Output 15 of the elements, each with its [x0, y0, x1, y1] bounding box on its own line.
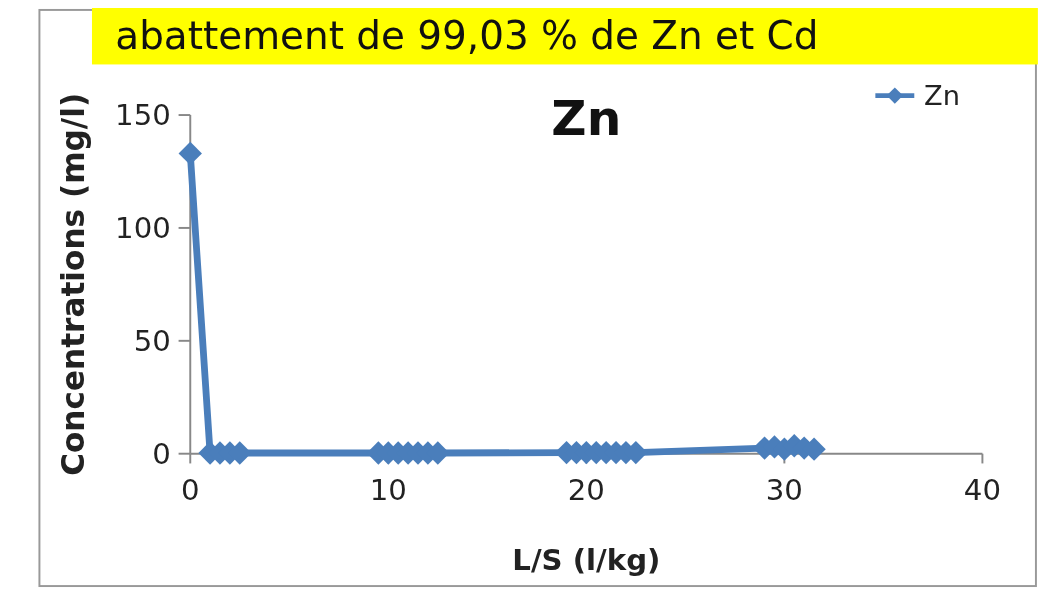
point — [178, 141, 202, 166]
y-tick-label: 100 — [115, 211, 171, 246]
y-tick-label: 150 — [115, 98, 171, 133]
chart-title: Zn — [551, 89, 622, 146]
y-tick-label: 50 — [133, 324, 171, 359]
x-tick-label: 20 — [567, 473, 605, 508]
text: abattement de 99,03 % de Zn et Cd — [115, 12, 819, 58]
x-tick-label: 10 — [369, 473, 407, 508]
x-axis-title: L/S (l/kg) — [512, 543, 661, 578]
y-axis-title: Concentrations (mg/l) — [55, 92, 92, 476]
y-tick-label: 0 — [152, 436, 171, 471]
x-tick-label: 40 — [963, 473, 1001, 508]
legend-label: Zn — [924, 80, 960, 112]
x-tick-label: 30 — [765, 473, 803, 508]
x-tick-label: 0 — [180, 473, 200, 508]
